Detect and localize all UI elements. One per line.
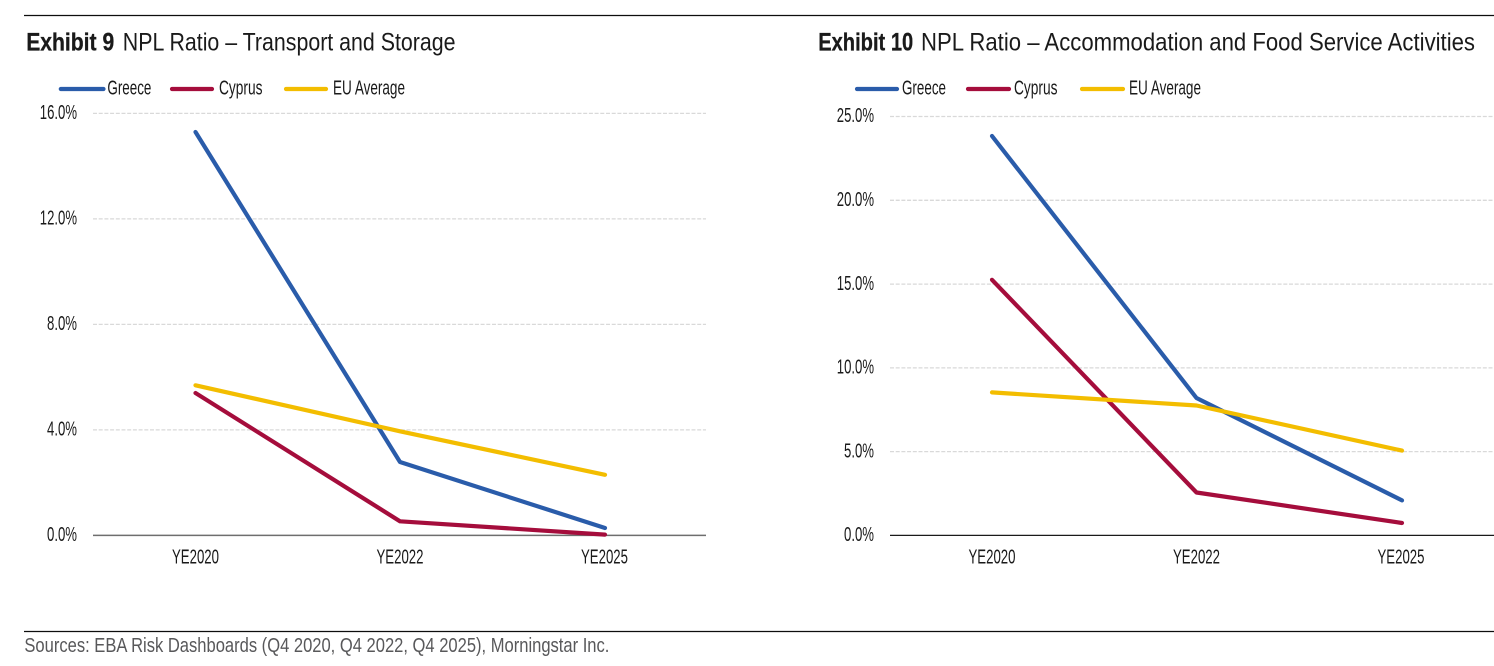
svg-text:Greece: Greece [902,78,946,100]
svg-text:Sources: EBA Risk Dashboards (: Sources: EBA Risk Dashboards (Q4 2020, Q… [24,635,609,657]
svg-text:Exhibit 9: Exhibit 9 [26,29,114,57]
svg-text:EU Average: EU Average [333,78,405,100]
svg-text:YE2020: YE2020 [969,547,1016,569]
svg-text:0.0%: 0.0% [47,524,77,546]
svg-text:EU Average: EU Average [1129,78,1201,100]
svg-text:YE2025: YE2025 [1378,547,1425,569]
svg-text:Cyprus: Cyprus [1014,78,1058,100]
svg-text:YE2022: YE2022 [377,547,424,569]
svg-text:YE2022: YE2022 [1173,547,1220,569]
svg-text:12.0%: 12.0% [40,208,77,230]
svg-text:Cyprus: Cyprus [219,78,263,100]
svg-text:25.0%: 25.0% [837,105,874,127]
svg-text:5.0%: 5.0% [844,440,874,462]
svg-text:Greece: Greece [107,78,151,100]
svg-text:NPL Ratio – Accommodation and: NPL Ratio – Accommodation and Food Servi… [921,29,1475,57]
svg-text:YE2025: YE2025 [581,547,628,569]
svg-text:8.0%: 8.0% [47,313,77,335]
svg-text:YE2020: YE2020 [172,547,219,569]
svg-text:Exhibit 10: Exhibit 10 [818,29,913,57]
svg-text:10.0%: 10.0% [837,357,874,379]
svg-text:0.0%: 0.0% [844,524,874,546]
svg-text:4.0%: 4.0% [47,419,77,441]
svg-text:NPL Ratio – Transport and Stor: NPL Ratio – Transport and Storage [123,29,456,57]
svg-text:16.0%: 16.0% [40,102,77,124]
svg-text:20.0%: 20.0% [837,189,874,211]
svg-text:15.0%: 15.0% [837,273,874,295]
